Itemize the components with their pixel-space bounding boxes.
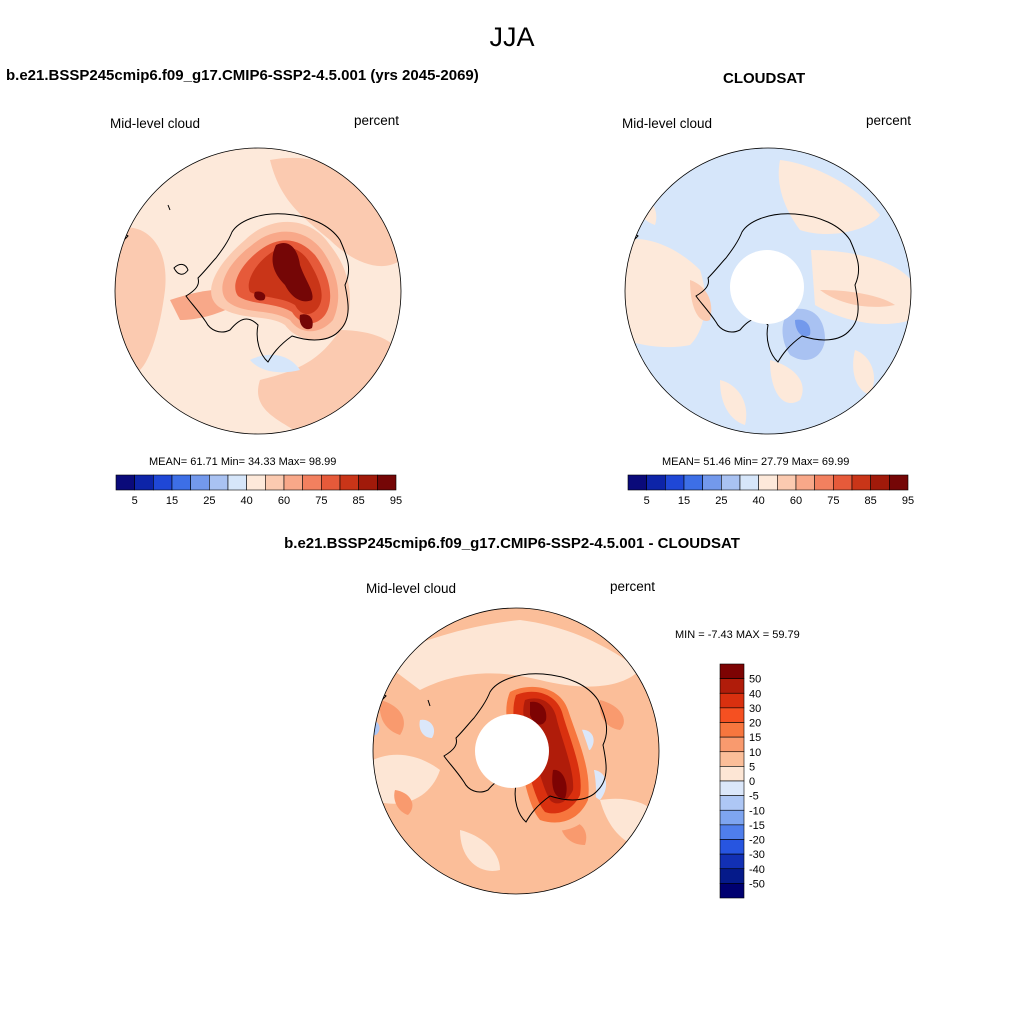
- model-polar-map: [114, 147, 402, 435]
- colorbar-swatch: [265, 474, 285, 491]
- colorbar-tick-label: 60: [278, 495, 290, 507]
- colorbar-swatch: [683, 474, 703, 491]
- colorbar-swatch: [851, 474, 871, 491]
- cloudsat-colorbar: 5 15 25 40 60 75 85 95: [627, 474, 914, 507]
- colorbar-swatch: [719, 809, 745, 826]
- colorbar-swatch: [153, 474, 173, 491]
- colorbar-swatch: [115, 474, 135, 491]
- colorbar-tick-label: 40: [241, 495, 253, 507]
- colorbar-swatch: [719, 751, 745, 767]
- colorbar-tick-label: -15: [749, 820, 765, 832]
- colorbar-swatch: [321, 474, 341, 491]
- panel1-variable-label: Mid-level cloud: [110, 116, 201, 131]
- panel2-variable-label: Mid-level cloud: [622, 116, 713, 131]
- colorbar-swatch: [302, 474, 322, 491]
- colorbar-swatch: [777, 474, 797, 491]
- colorbar-tick-label: 30: [749, 703, 761, 715]
- colorbar-swatch: [719, 824, 745, 840]
- colorbar-swatch: [719, 707, 745, 723]
- colorbar-swatch: [719, 736, 745, 753]
- colorbar-swatch: [719, 780, 745, 796]
- colorbar-swatch: [190, 474, 210, 491]
- colorbar-swatch: [719, 883, 745, 899]
- colorbar-swatch: [719, 678, 745, 694]
- season-title: JJA: [489, 22, 535, 52]
- colorbar-swatch: [283, 474, 303, 491]
- colorbar-swatch: [719, 663, 745, 679]
- colorbar-swatch: [739, 474, 759, 491]
- colorbar-swatch: [358, 474, 378, 491]
- colorbar-swatch: [377, 474, 397, 491]
- colorbar-swatch: [719, 839, 745, 855]
- colorbar-tick-label: -50: [749, 878, 765, 890]
- colorbar-swatch: [719, 868, 745, 884]
- colorbar-tick-label: -10: [749, 805, 765, 817]
- colorbar-swatch: [870, 474, 890, 491]
- colorbar-tick-label: 85: [353, 495, 365, 507]
- colorbar-swatch: [227, 474, 247, 491]
- colorbar-swatch: [702, 474, 722, 491]
- colorbar-swatch: [833, 474, 853, 491]
- colorbar-tick-label: 25: [715, 495, 727, 507]
- colorbar-tick-label: -30: [749, 849, 765, 861]
- panel2-stats: MEAN= 51.46 Min= 27.79 Max= 69.99: [662, 456, 850, 468]
- colorbar-tick-label: 75: [827, 495, 839, 507]
- colorbar-swatch: [719, 795, 745, 811]
- colorbar-tick-label: 75: [315, 495, 327, 507]
- colorbar-swatch: [719, 766, 745, 782]
- panel3-title: b.e21.BSSP245cmip6.f09_g17.CMIP6-SSP2-4.…: [284, 535, 740, 552]
- colorbar-tick-label: -5: [749, 791, 759, 803]
- colorbar-swatch: [246, 474, 266, 491]
- colorbar-tick-label: -20: [749, 835, 765, 847]
- colorbar-swatch: [171, 474, 191, 491]
- cloudsat-polar-map: [624, 147, 912, 435]
- colorbar-swatch: [719, 722, 745, 738]
- colorbar-tick-label: 5: [132, 495, 138, 507]
- colorbar-swatch: [627, 474, 647, 491]
- colorbar-tick-label: 95: [390, 495, 402, 507]
- colorbar-tick-label: 40: [749, 688, 761, 700]
- colorbar-swatch: [889, 474, 909, 491]
- colorbar-tick-label: 25: [203, 495, 215, 507]
- difference-polar-map: [372, 607, 660, 895]
- colorbar-tick-label: 40: [753, 495, 765, 507]
- colorbar-tick-label: -40: [749, 864, 765, 876]
- colorbar-swatch: [795, 474, 815, 491]
- colorbar-tick-label: 0: [749, 776, 755, 788]
- colorbar-tick-label: 5: [644, 495, 650, 507]
- colorbar-tick-label: 5: [749, 761, 755, 773]
- colorbar-tick-label: 10: [749, 747, 761, 759]
- panel2-units-label: percent: [866, 113, 912, 128]
- colorbar-tick-label: 20: [749, 718, 761, 730]
- colorbar-swatch: [758, 474, 778, 491]
- panel2-title: CLOUDSAT: [723, 70, 806, 87]
- colorbar-tick-label: 50: [749, 674, 761, 686]
- panel3-units-label: percent: [610, 579, 656, 594]
- panel1-units-label: percent: [354, 113, 400, 128]
- colorbar-swatch: [646, 474, 666, 491]
- panel1-title: b.e21.BSSP245cmip6.f09_g17.CMIP6-SSP2-4.…: [6, 67, 479, 84]
- colorbar-swatch: [209, 474, 229, 491]
- colorbar-tick-label: 15: [166, 495, 178, 507]
- panel3-variable-label: Mid-level cloud: [366, 581, 457, 596]
- colorbar-tick-label: 15: [678, 495, 690, 507]
- panel1-stats: MEAN= 61.71 Min= 34.33 Max= 98.99: [149, 456, 337, 468]
- colorbar-swatch: [721, 474, 741, 491]
- model-colorbar: 5 15 25 40 60 75 85 95: [115, 474, 402, 507]
- colorbar-swatch: [719, 853, 745, 870]
- colorbar-tick-label: 95: [902, 495, 914, 507]
- colorbar-tick-label: 85: [865, 495, 877, 507]
- colorbar-tick-label: 15: [749, 732, 761, 744]
- colorbar-swatch: [665, 474, 685, 491]
- colorbar-swatch: [339, 474, 359, 491]
- colorbar-swatch: [814, 474, 834, 491]
- colorbar-tick-label: 60: [790, 495, 802, 507]
- panel3-stats: MIN = -7.43 MAX = 59.79: [675, 629, 800, 641]
- colorbar-swatch: [719, 692, 745, 709]
- colorbar-swatch: [134, 474, 154, 491]
